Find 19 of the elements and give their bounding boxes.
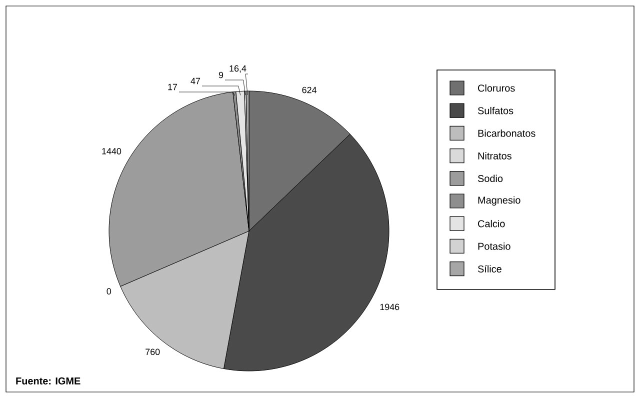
- data-label: 17: [168, 84, 178, 90]
- legend-label: Nitratos: [478, 152, 512, 160]
- legend-label: Sodio: [478, 174, 503, 182]
- legend-label: Magnesio: [478, 196, 520, 206]
- legend-label: Cloruros: [478, 84, 515, 92]
- data-label: 1946: [380, 304, 400, 310]
- legend-label: Calcio: [478, 220, 505, 228]
- data-label: 9: [218, 72, 224, 78]
- legend-label: Potasio: [478, 242, 510, 250]
- legend-label: Bicarbonatos: [478, 130, 536, 137]
- text: 0: [106, 288, 112, 294]
- data-label: 1440: [102, 148, 122, 154]
- source-note: Fuente: IGME: [16, 377, 80, 384]
- data-label: 16,4: [230, 65, 246, 73]
- legend-label: Sílice: [478, 265, 502, 273]
- legend-label: Sulfatos: [478, 106, 514, 114]
- data-label: 47: [190, 78, 200, 84]
- data-label: 624: [302, 86, 317, 94]
- data-label: 760: [146, 348, 160, 356]
